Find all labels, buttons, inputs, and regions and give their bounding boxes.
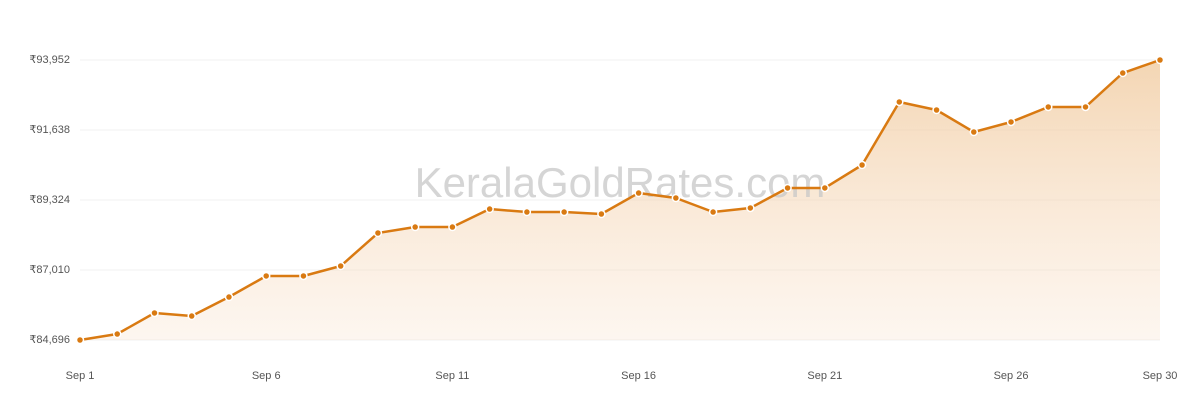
x-tick-label: Sep 11: [435, 370, 469, 382]
watermark: KeralaGoldRates.com: [415, 159, 826, 206]
x-tick-label: Sep 16: [621, 370, 656, 382]
point: [969, 127, 979, 137]
point: [597, 209, 606, 219]
point: [1006, 117, 1016, 127]
point: [820, 183, 830, 193]
x-tick-label: Sep 26: [994, 370, 1029, 382]
point: [485, 204, 494, 214]
line: [79, 58, 1161, 342]
point: [1155, 55, 1165, 65]
y-tick-label: ₹91,638: [29, 124, 70, 136]
point: [895, 97, 904, 107]
point: [522, 207, 532, 217]
point: [224, 292, 234, 302]
x-tick-label: Sep 30: [1143, 370, 1178, 382]
point: [932, 105, 941, 115]
point: [1081, 102, 1090, 112]
x-tick-label: Sep 1: [66, 370, 95, 382]
point: [336, 261, 345, 271]
point: [448, 222, 457, 232]
point: [1044, 102, 1053, 112]
y-tick-label: ₹93,952: [29, 54, 70, 66]
point: [261, 271, 271, 281]
point: [857, 160, 867, 170]
point: [559, 207, 569, 217]
y-tick-label: ₹89,324: [29, 194, 70, 206]
point: [187, 311, 196, 321]
x-tick-label: Sep 6: [252, 370, 281, 382]
point: [634, 188, 643, 198]
y-tick-label: ₹84,696: [29, 334, 70, 346]
point: [150, 308, 159, 318]
point: [783, 183, 792, 193]
area: [80, 60, 1160, 340]
point: [373, 228, 383, 238]
point: [708, 207, 718, 217]
point: [1118, 68, 1128, 78]
x-tick-label: Sep 21: [807, 370, 842, 382]
point: [299, 271, 308, 281]
point: [671, 193, 681, 203]
point: [746, 203, 755, 213]
point: [112, 329, 122, 339]
point: [410, 222, 420, 232]
point: [75, 335, 85, 345]
y-tick-label: ₹87,010: [29, 264, 70, 276]
